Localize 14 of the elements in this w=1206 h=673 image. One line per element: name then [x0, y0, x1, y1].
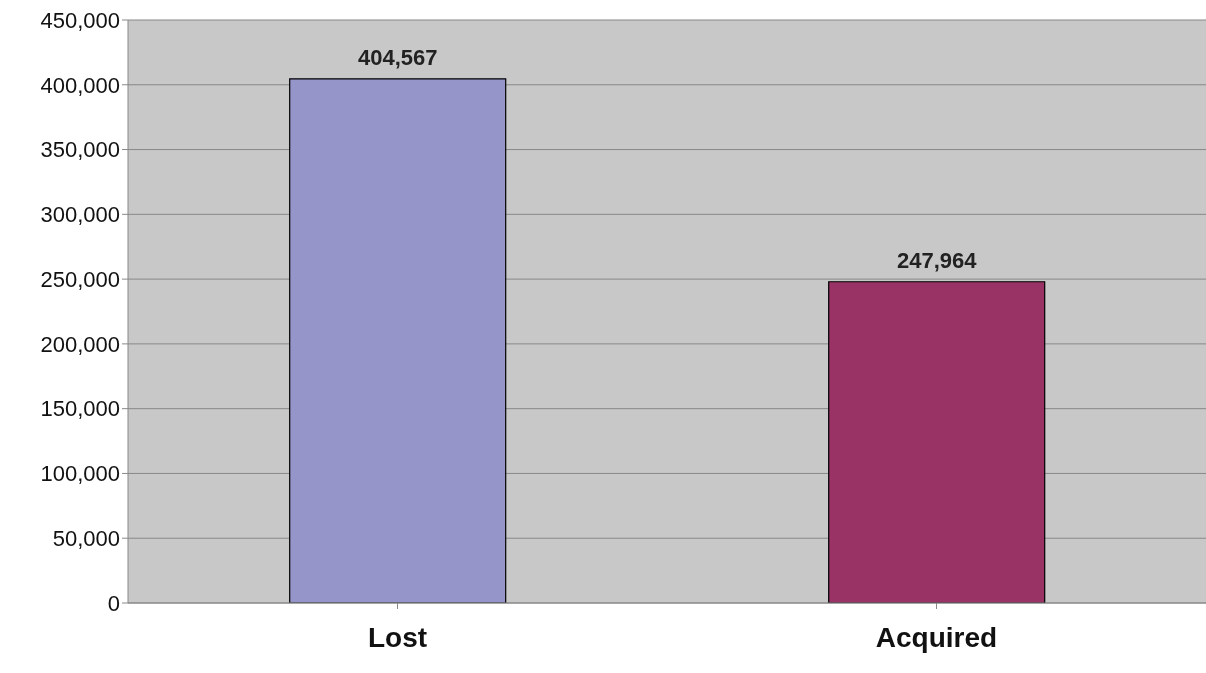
- y-tick-label: 150,000: [40, 396, 120, 422]
- x-tick-label: Lost: [367, 621, 428, 653]
- y-tick-label: 450,000: [40, 7, 120, 33]
- y-tick-label: 250,000: [40, 266, 120, 292]
- y-tick-label: 400,000: [40, 72, 120, 98]
- y-tick-label: 200,000: [40, 331, 120, 357]
- x-tick-label: Acquired: [875, 621, 998, 653]
- data-label: 404,567: [357, 44, 438, 70]
- y-tick-label: 100,000: [40, 461, 120, 487]
- y-tick-label: 0: [107, 590, 120, 616]
- y-tick-label: 350,000: [40, 137, 120, 163]
- data-label: 247,964: [896, 247, 978, 273]
- y-tick-label: 50,000: [52, 526, 120, 552]
- y-tick-label: 300,000: [40, 202, 120, 228]
